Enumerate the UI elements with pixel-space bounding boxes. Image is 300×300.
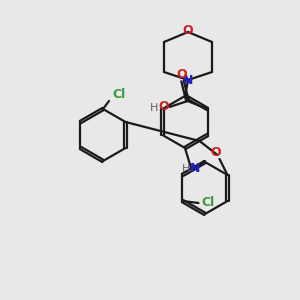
Text: H: H [182,164,190,174]
Text: N: N [183,74,193,88]
Text: O: O [183,25,193,38]
Text: Cl: Cl [112,88,126,101]
Text: Cl: Cl [202,196,215,209]
Text: O: O [176,68,187,82]
Text: O: O [158,100,169,113]
Text: H: H [150,103,159,113]
Text: N: N [190,163,200,176]
Text: O: O [210,146,221,160]
